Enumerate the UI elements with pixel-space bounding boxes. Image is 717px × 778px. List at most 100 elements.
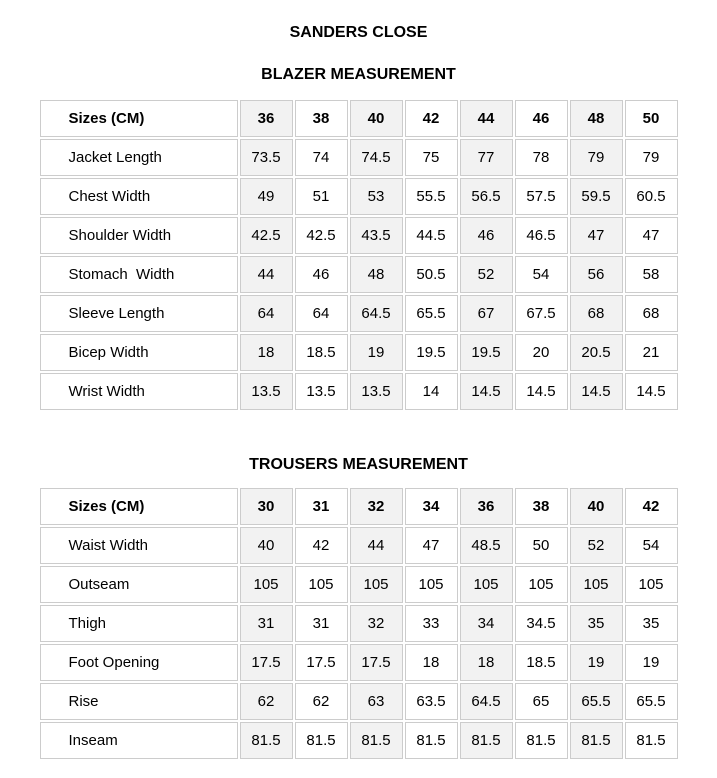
measurement-value-cell: 56.5 [459,178,513,215]
measurement-value-cell: 47 [569,217,623,254]
measurement-value-cell: 79 [624,139,678,176]
measurement-value-cell: 19 [569,644,623,681]
measurement-value-cell: 54 [624,527,678,564]
blazer-measurement-table: Sizes (CM) 36 38 40 42 44 46 48 50 Jacket Length 7… [38,98,680,412]
measurement-value-cell: 20 [514,334,568,371]
measurement-row: Waist Width 40 42 44 47 48.5 50 52 54 [39,527,678,564]
measurement-value-cell: 18 [239,334,293,371]
measurement-value-cell: 64 [294,295,348,332]
measurement-value-cell: 44.5 [404,217,458,254]
measurement-value-cell: 18.5 [514,644,568,681]
measurement-value-cell: 54 [514,256,568,293]
measurement-value-cell: 81.5 [514,722,568,759]
measurement-value-cell: 64 [239,295,293,332]
measurement-value-cell: 65.5 [624,683,678,720]
measurement-value-cell: 42 [294,527,348,564]
measurement-value-cell: 31 [294,605,348,642]
measurement-value-cell: 62 [239,683,293,720]
measurement-value-cell: 14 [404,373,458,410]
measurement-value-cell: 63.5 [404,683,458,720]
size-column-header: 44 [459,100,513,137]
measurement-value-cell: 75 [404,139,458,176]
measurement-value-cell: 34.5 [514,605,568,642]
measurement-value-cell: 14.5 [514,373,568,410]
measurement-value-cell: 47 [624,217,678,254]
measurement-value-cell: 20.5 [569,334,623,371]
measurement-row-label: Sleeve Length [39,295,238,332]
measurement-value-cell: 78 [514,139,568,176]
measurement-value-cell: 50.5 [404,256,458,293]
measurement-value-cell: 18.5 [294,334,348,371]
measurement-value-cell: 34 [459,605,513,642]
measurement-row: Inseam 81.5 81.5 81.5 81.5 81.5 81.5 81.5 81.5 [39,722,678,759]
measurement-value-cell: 14.5 [624,373,678,410]
size-header-row: Sizes (CM) 36 38 40 42 44 46 48 50 [39,100,678,137]
measurement-value-cell: 57.5 [514,178,568,215]
sizes-header-label: Sizes (CM) [39,488,238,525]
measurement-value-cell: 44 [239,256,293,293]
measurement-value-cell: 43.5 [349,217,403,254]
measurement-value-cell: 81.5 [404,722,458,759]
measurement-row: Jacket Length 73.5 74 74.5 75 77 78 79 79 [39,139,678,176]
measurement-value-cell: 33 [404,605,458,642]
measurement-row-label: Wrist Width [39,373,238,410]
measurement-value-cell: 13.5 [349,373,403,410]
sizes-header-label: Sizes (CM) [39,100,238,137]
measurement-value-cell: 81.5 [349,722,403,759]
size-column-header: 50 [624,100,678,137]
measurement-value-cell: 35 [569,605,623,642]
measurement-value-cell: 19 [624,644,678,681]
measurement-row-label: Shoulder Width [39,217,238,254]
measurement-value-cell: 105 [239,566,293,603]
measurement-row-label: Waist Width [39,527,238,564]
measurement-value-cell: 77 [459,139,513,176]
measurement-value-cell: 19.5 [404,334,458,371]
trousers-section: TROUSERS MEASUREMENT Sizes (CM) 30 31 32 34 3… [0,456,717,761]
measurement-row-label: Stomach Width [39,256,238,293]
measurement-value-cell: 35 [624,605,678,642]
size-column-header: 38 [294,100,348,137]
size-column-header: 42 [404,100,458,137]
measurement-value-cell: 52 [459,256,513,293]
measurement-value-cell: 13.5 [294,373,348,410]
measurement-value-cell: 105 [624,566,678,603]
measurement-value-cell: 18 [404,644,458,681]
measurement-row: Stomach Width 44 46 48 50.5 52 54 56 58 [39,256,678,293]
measurement-value-cell: 19.5 [459,334,513,371]
size-column-header: 46 [514,100,568,137]
size-column-header: 30 [239,488,293,525]
measurement-row: Shoulder Width 42.5 42.5 43.5 44.5 46 46.5 47 47 [39,217,678,254]
measurement-row: Bicep Width 18 18.5 19 19.5 19.5 20 20.5 21 [39,334,678,371]
measurement-row: Sleeve Length 64 64 64.5 65.5 67 67.5 68 68 [39,295,678,332]
measurement-value-cell: 68 [624,295,678,332]
measurement-value-cell: 13.5 [239,373,293,410]
measurement-row: Thigh 31 31 32 33 34 34.5 35 35 [39,605,678,642]
measurement-row-label: Jacket Length [39,139,238,176]
measurement-value-cell: 59.5 [569,178,623,215]
measurement-value-cell: 58 [624,256,678,293]
measurement-value-cell: 65 [514,683,568,720]
measurement-value-cell: 46 [459,217,513,254]
measurement-value-cell: 14.5 [569,373,623,410]
measurement-row: Chest Width 49 51 53 55.5 56.5 57.5 59.5 60.5 [39,178,678,215]
size-column-header: 40 [569,488,623,525]
measurement-value-cell: 74 [294,139,348,176]
measurement-value-cell: 65.5 [569,683,623,720]
measurement-value-cell: 19 [349,334,403,371]
measurement-value-cell: 53 [349,178,403,215]
measurement-value-cell: 64.5 [349,295,403,332]
measurement-value-cell: 14.5 [459,373,513,410]
size-column-header: 36 [459,488,513,525]
measurement-value-cell: 51 [294,178,348,215]
measurement-value-cell: 65.5 [404,295,458,332]
measurement-value-cell: 18 [459,644,513,681]
measurement-value-cell: 81.5 [459,722,513,759]
measurement-value-cell: 105 [294,566,348,603]
measurement-value-cell: 105 [349,566,403,603]
measurement-value-cell: 81.5 [294,722,348,759]
measurement-value-cell: 40 [239,527,293,564]
measurement-value-cell: 46.5 [514,217,568,254]
measurement-value-cell: 32 [349,605,403,642]
measurement-value-cell: 73.5 [239,139,293,176]
